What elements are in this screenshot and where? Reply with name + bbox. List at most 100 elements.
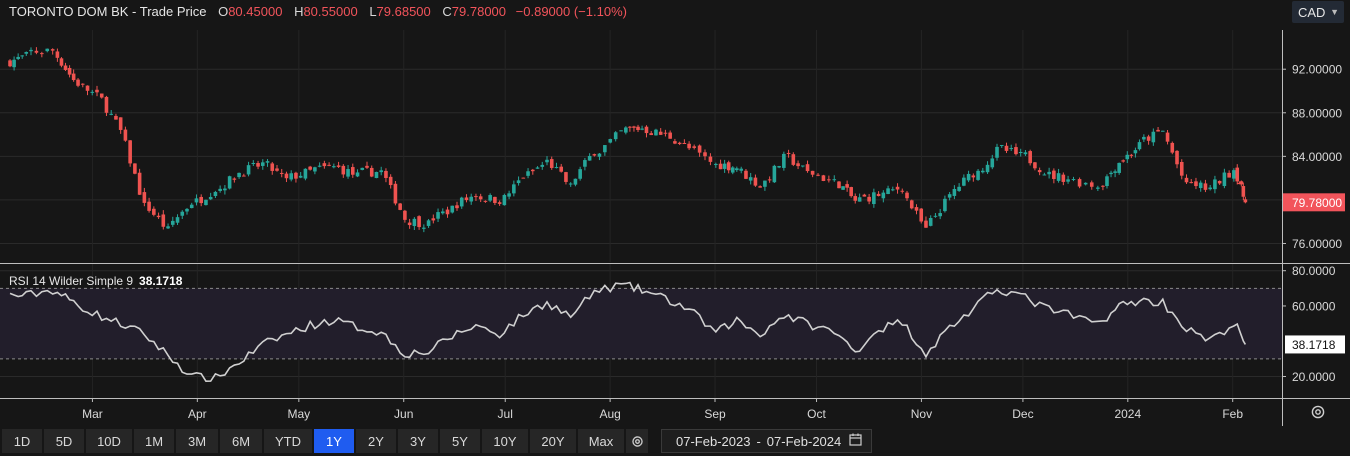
calendar-icon[interactable] <box>849 433 862 449</box>
range-button-ytd[interactable]: YTD <box>264 429 312 453</box>
candle-body <box>876 193 881 197</box>
candle <box>718 159 723 170</box>
chart-settings-icon[interactable] <box>626 429 648 453</box>
range-button-5d[interactable]: 5D <box>44 429 84 453</box>
candle <box>445 206 450 218</box>
close-label: C <box>442 4 452 19</box>
candle-body <box>1151 131 1156 143</box>
range-button-1m[interactable]: 1M <box>134 429 174 453</box>
candle-body <box>748 177 753 181</box>
range-button-3y[interactable]: 3Y <box>398 429 438 453</box>
candle <box>735 166 739 172</box>
range-button-3m[interactable]: 3M <box>176 429 218 453</box>
candle <box>682 139 687 145</box>
candle <box>832 175 837 182</box>
currency-select[interactable]: CAD ▼ <box>1292 1 1344 23</box>
candle-body <box>943 198 947 212</box>
candle <box>697 144 702 157</box>
candle-body <box>583 160 587 167</box>
candle-body <box>1101 185 1105 187</box>
range-button-20y[interactable]: 20Y <box>530 429 576 453</box>
candle-body <box>924 220 928 228</box>
candle-body <box>1113 171 1117 173</box>
candle <box>1232 168 1236 182</box>
candle-body <box>692 146 696 148</box>
candle <box>549 156 554 170</box>
candle <box>8 59 12 68</box>
candle-body <box>744 170 748 179</box>
range-button-1y[interactable]: 1Y <box>314 429 354 453</box>
candle-body <box>388 176 393 186</box>
candle <box>493 196 497 206</box>
candle <box>431 214 436 224</box>
candle-body <box>322 163 327 167</box>
candle <box>99 93 104 99</box>
candle-body <box>554 167 559 169</box>
candle <box>947 191 952 201</box>
candle-body <box>50 49 55 51</box>
candle <box>810 170 815 178</box>
candle-body <box>237 172 241 178</box>
candle <box>1089 180 1094 190</box>
candle <box>118 117 123 134</box>
candle-body <box>703 152 707 157</box>
candle <box>640 125 644 131</box>
candle <box>644 125 649 138</box>
candle <box>1117 162 1121 175</box>
candle-body <box>232 178 237 180</box>
candle-body <box>341 165 346 175</box>
symbol-title: TORONTO DOM BK - Trade Price <box>9 4 207 19</box>
range-button-5y[interactable]: 5Y <box>440 429 480 453</box>
candle <box>417 215 421 230</box>
candle-body <box>355 172 360 177</box>
candle-body <box>76 79 80 86</box>
date-range-picker[interactable]: 07-Feb-2023 - 07-Feb-2024 <box>661 429 872 453</box>
candle <box>1042 172 1047 176</box>
candle <box>753 174 758 187</box>
settings-icon[interactable] <box>1310 404 1326 420</box>
candle-body <box>881 192 886 199</box>
candle-body <box>133 163 137 174</box>
candle <box>1014 143 1018 156</box>
candle <box>384 168 388 183</box>
candle-body <box>1241 186 1246 197</box>
range-button-10y[interactable]: 10Y <box>482 429 528 453</box>
range-button-10d[interactable]: 10D <box>86 429 132 453</box>
price-chart[interactable]: 92.00000 88.00000 84.00000 76.00000 79.78000… <box>0 0 1350 429</box>
candle-body <box>673 141 677 144</box>
x-tick-label: May <box>287 407 310 421</box>
range-button-2y[interactable]: 2Y <box>356 429 396 453</box>
candle <box>1096 185 1100 191</box>
candle-body <box>156 215 161 218</box>
candle-body <box>67 67 72 75</box>
candle <box>459 196 464 209</box>
candle <box>379 166 384 176</box>
candle-body <box>59 58 64 66</box>
candle-body <box>1243 199 1248 203</box>
x-tick-label: Dec <box>1012 407 1033 421</box>
candle-body <box>398 203 402 210</box>
candle <box>876 191 881 197</box>
candle-body <box>317 165 322 167</box>
candle-body <box>549 159 554 168</box>
candle <box>692 144 696 150</box>
candle <box>298 172 303 179</box>
candle <box>1033 162 1037 171</box>
candle <box>1189 179 1194 184</box>
candle-body <box>985 164 990 173</box>
candle-body <box>275 168 279 171</box>
candle-body <box>412 218 417 227</box>
candle-body <box>624 127 628 133</box>
candle <box>772 164 777 183</box>
range-button-6m[interactable]: 6M <box>220 429 262 453</box>
candle-body <box>587 155 592 161</box>
candle <box>628 126 632 132</box>
range-button-1d[interactable]: 1D <box>2 429 42 453</box>
date-to: 07-Feb-2024 <box>766 433 842 449</box>
candle <box>1175 150 1179 169</box>
candle-body <box>246 165 251 175</box>
candle-body <box>714 163 718 165</box>
candle-body <box>849 187 853 197</box>
candle <box>1237 181 1242 185</box>
range-button-max[interactable]: Max <box>578 429 624 453</box>
